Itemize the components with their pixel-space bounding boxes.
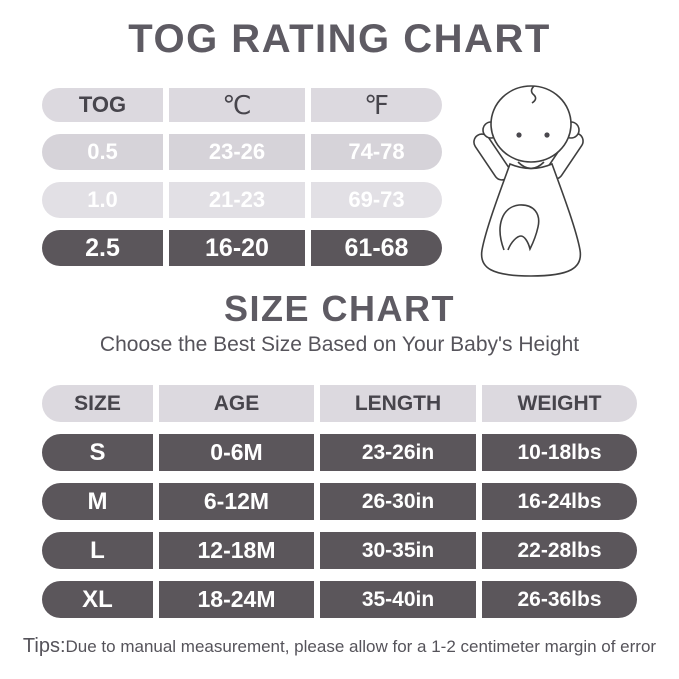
tog-cell-2.5-highlighted: 2.5 (42, 230, 163, 266)
weight-column-header: WEIGHT (482, 385, 637, 422)
size-table: SIZE AGE LENGTH WEIGHT S 0-6M 23-26in 10… (42, 385, 637, 618)
length-column-header: LENGTH (320, 385, 476, 422)
size-cell-s: S (42, 434, 153, 471)
age-cell-l: 12-18M (159, 532, 314, 569)
weight-cell-m: 16-24lbs (482, 483, 637, 520)
age-cell-m: 6-12M (159, 483, 314, 520)
tog-cell-0.5-fahrenheit: 74-78 (311, 134, 442, 170)
length-cell-l: 30-35in (320, 532, 476, 569)
tog-chart-title: TOG RATING CHART (128, 17, 551, 61)
weight-cell-l: 22-28lbs (482, 532, 637, 569)
tog-cell-0.5-celsius: 23-26 (169, 134, 305, 170)
age-column-header: AGE (159, 385, 314, 422)
size-chart-title: SIZE CHART (224, 288, 455, 329)
tog-cell-1.0-fahrenheit: 69-73 (311, 182, 442, 218)
swaddled-baby-icon (473, 85, 584, 277)
length-cell-s: 23-26in (320, 434, 476, 471)
tips-note: Tips:Due to manual measurement, please a… (0, 635, 679, 658)
age-cell-s: 0-6M (159, 434, 314, 471)
tog-cell-2.5-celsius: 16-20 (169, 230, 305, 266)
tog-column-header: TOG (42, 88, 163, 122)
tips-label: Tips: (22, 635, 66, 657)
fahrenheit-column-header: ℉ (311, 88, 442, 122)
size-chart-subtitle: Choose the Best Size Based on Your Baby'… (99, 333, 580, 356)
tog-cell-0.5: 0.5 (42, 134, 163, 170)
size-column-header: SIZE (42, 385, 153, 422)
size-cell-xl: XL (42, 581, 153, 618)
size-cell-l: L (42, 532, 153, 569)
celsius-column-header: ℃ (169, 88, 305, 122)
age-cell-xl: 18-24M (159, 581, 314, 618)
weight-cell-xl: 26-36lbs (482, 581, 637, 618)
weight-cell-s: 10-18lbs (482, 434, 637, 471)
length-cell-xl: 35-40in (320, 581, 476, 618)
tog-cell-1.0-celsius: 21-23 (169, 182, 305, 218)
tog-cell-2.5-fahrenheit: 61-68 (311, 230, 442, 266)
tog-rating-table: TOG ℃ ℉ 0.5 23-26 74-78 1.0 21-23 69-73 … (42, 88, 442, 266)
tips-text: Due to manual measurement, please allow … (65, 637, 657, 656)
length-cell-m: 26-30in (320, 483, 476, 520)
size-cell-m: M (42, 483, 153, 520)
tog-cell-1.0: 1.0 (42, 182, 163, 218)
